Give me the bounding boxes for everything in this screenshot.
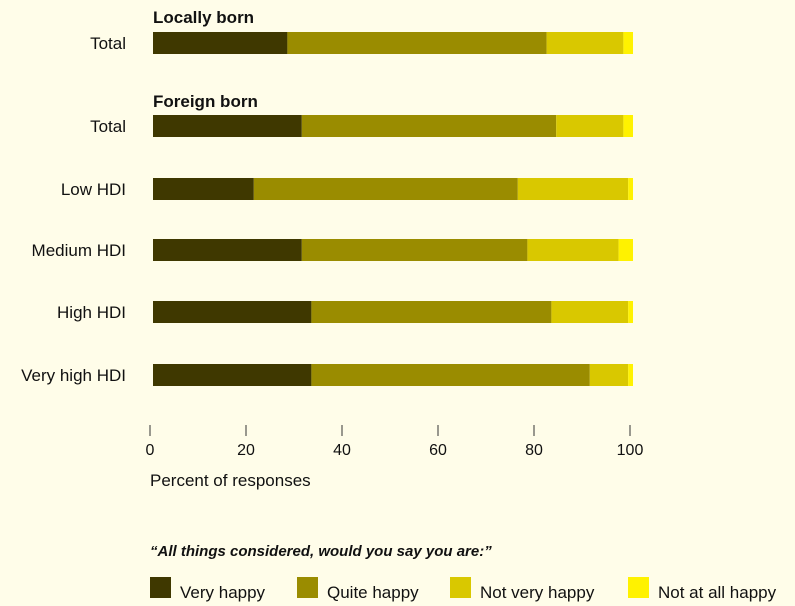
bar-segment xyxy=(153,115,302,137)
bar-segment xyxy=(527,239,619,261)
bar-segment xyxy=(311,301,552,323)
row-label: Very high HDI xyxy=(21,366,126,385)
bar-segment xyxy=(589,364,629,386)
legend-label: Very happy xyxy=(180,583,266,602)
legend-swatch xyxy=(628,577,649,598)
x-tick-label: 100 xyxy=(617,442,644,459)
legend-label: Quite happy xyxy=(327,583,419,602)
x-tick-label: 0 xyxy=(146,442,155,459)
legend-swatch xyxy=(150,577,171,598)
bar-segment xyxy=(551,301,629,323)
bar-segment xyxy=(623,115,633,137)
legend: Very happy Quite happy Not very happy Not a… xyxy=(150,577,777,602)
bar-segment xyxy=(556,115,624,137)
bar-segment xyxy=(628,178,633,200)
legend-swatch xyxy=(297,577,318,598)
row-label: Total xyxy=(90,117,126,136)
row-label: Low HDI xyxy=(61,180,126,199)
bar-segment xyxy=(287,32,547,54)
legend-label: Not very happy xyxy=(480,583,595,602)
bar-segment xyxy=(153,178,254,200)
bar-segment xyxy=(301,239,528,261)
row-label: Total xyxy=(90,34,126,53)
x-tick-label: 80 xyxy=(525,442,543,459)
x-axis-label: Percent of responses xyxy=(150,471,311,490)
bar-segment xyxy=(311,364,590,386)
row-labels: Total Total Low HDI Medium HDI High HDI Very … xyxy=(21,34,126,385)
bar-segment xyxy=(628,364,633,386)
bar-segment xyxy=(623,32,633,54)
group-title: Locally born xyxy=(153,8,254,27)
bar-segment xyxy=(153,239,302,261)
legend-title: “All things considered, would you say yo… xyxy=(150,543,492,560)
bar-segment xyxy=(546,32,624,54)
stacked-bars xyxy=(153,32,633,386)
bar-segment xyxy=(153,32,288,54)
row-label: Medium HDI xyxy=(32,241,126,260)
bar-segment xyxy=(517,178,629,200)
bar-segment xyxy=(618,239,633,261)
bar-segment xyxy=(301,115,557,137)
bar-segment xyxy=(253,178,518,200)
x-tick-label: 60 xyxy=(429,442,447,459)
row-label: High HDI xyxy=(57,303,126,322)
x-tick-label: 20 xyxy=(237,442,255,459)
x-axis: 0 20 40 60 80 100 xyxy=(146,425,644,459)
bar-segment xyxy=(153,301,312,323)
legend-label: Not at all happy xyxy=(658,583,777,602)
group-titles: Locally born Foreign born xyxy=(153,8,258,111)
group-title: Foreign born xyxy=(153,92,258,111)
x-tick-label: 40 xyxy=(333,442,351,459)
bar-segment xyxy=(628,301,633,323)
legend-swatch xyxy=(450,577,471,598)
bar-segment xyxy=(153,364,312,386)
